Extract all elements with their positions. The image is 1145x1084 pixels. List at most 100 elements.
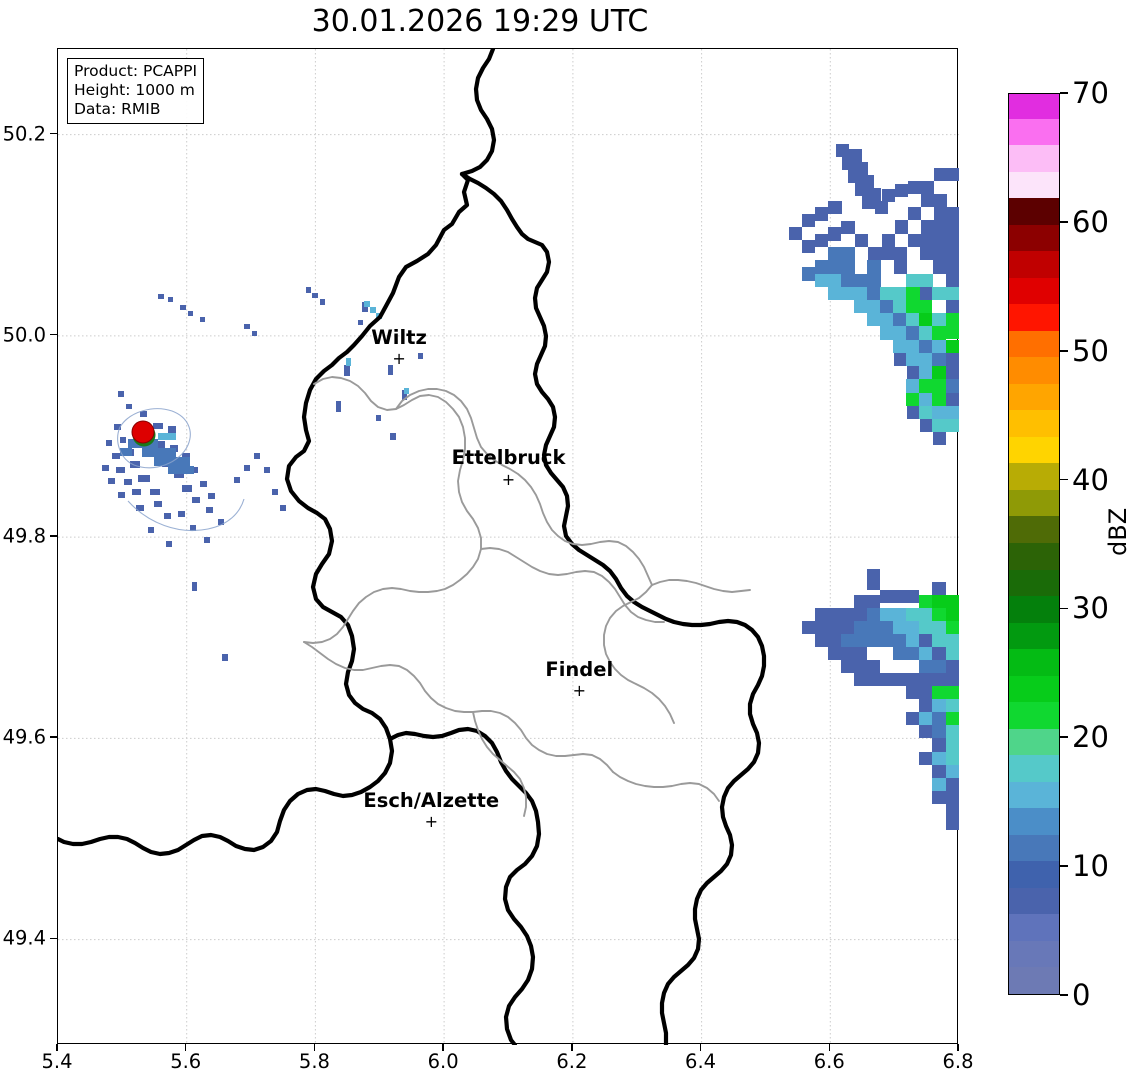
info-product: Product: PCAPPI [74,62,198,80]
x-tick-label: 6.8 [942,1050,974,1073]
y-tick-label: 49.6 [2,725,46,749]
x-tick-label: 5.6 [170,1050,202,1073]
colorbar-tick-mark [1060,221,1068,223]
colorbar-band [1009,914,1059,941]
national-border-east-moselle [459,171,767,1045]
colorbar-band [1009,277,1059,305]
colorbar-tick-label: 0 [1072,978,1091,1012]
city-name: Ettelbruck [451,446,566,470]
colorbar-tick-mark [1060,994,1068,996]
colorbar-band [1009,410,1059,437]
radar-site-marker [131,420,156,447]
colorbar-tick-mark [1060,349,1068,352]
colorbar-band [1009,967,1059,994]
x-tick-mark [828,1044,830,1051]
colorbar-band [1009,861,1059,888]
info-height: Height: 1000 m [74,80,195,99]
x-tick-label: 6.4 [685,1050,717,1073]
colorbar-band [1009,304,1059,331]
city-name: Wiltz [371,325,427,349]
district-boundaries [303,376,751,817]
x-tick-label: 6.0 [427,1050,459,1073]
colorbar-unit-label: dBZ [1104,507,1132,556]
page-title: 30.01.2026 19:29 UTC [311,4,649,39]
colorbar-band [1009,596,1059,623]
info-data: Data: RMIB [74,99,161,118]
national-border-south-east [387,726,542,1045]
colorbar-band [1009,330,1059,358]
x-tick-mark [957,1044,959,1051]
city-marker-plus: + [424,812,438,832]
colorbar-band [1009,887,1059,915]
colorbar-tick-label: 20 [1072,720,1109,755]
y-tick-mark [50,334,57,336]
colorbar-band [1009,808,1059,835]
y-tick-label: 49.8 [2,524,46,548]
colorbar-band [1009,224,1059,252]
colorbar-tick-mark [1060,865,1068,867]
colorbar-band [1009,675,1059,703]
y-tick-mark [50,937,57,940]
city-name: Findel [545,657,614,681]
colorbar-band [1009,145,1059,172]
colorbar-band [1009,834,1059,862]
colorbar-band [1009,569,1059,597]
x-tick-label: 6.2 [556,1050,588,1073]
x-tick-mark [571,1044,573,1051]
colorbar-band [1009,171,1059,199]
radar-echo-southeast [802,569,959,830]
y-tick-mark [50,736,57,738]
city-label-wiltz: Wiltz + [371,328,427,368]
colorbar-band [1009,702,1059,729]
x-tick-label: 5.8 [298,1050,330,1073]
colorbar-band [1009,622,1059,650]
colorbar-band [1009,649,1059,676]
x-tick-label: 6.6 [813,1050,845,1073]
radar-map-svg [58,49,959,1045]
map-gridlines [58,49,959,1045]
y-tick-label: 50.0 [2,323,46,347]
x-tick-mark [185,1044,187,1051]
city-label-ettelbruck: Ettelbruck + [452,448,566,488]
colorbar-band [1009,755,1059,782]
y-tick-label: 50.2 [2,122,46,145]
colorbar-tick-mark [1060,92,1068,94]
city-marker-plus: + [572,681,586,701]
colorbar-band [1009,516,1059,543]
colorbar-tick-label: 40 [1072,462,1109,497]
colorbar-gradient [1008,93,1060,995]
colorbar-band [1009,728,1059,756]
colorbar-band [1009,251,1059,278]
national-border-luxembourg [58,171,471,857]
x-tick-label: 5.4 [41,1050,73,1073]
colorbar-band [1009,781,1059,809]
city-marker-plus: + [501,469,516,489]
x-tick-mark [442,1044,444,1051]
colorbar-band [1009,94,1059,119]
y-tick-label: 49.4 [2,926,46,950]
x-tick-mark [313,1044,316,1051]
y-tick-mark [50,132,57,135]
colorbar-tick-mark [1060,736,1068,739]
x-tick-mark [56,1044,58,1051]
colorbar-band [1009,118,1059,146]
colorbar-tick-label: 50 [1072,333,1109,368]
x-tick-mark [699,1044,702,1051]
info-box: Product: PCAPPI Height: 1000 m Data: RMI… [67,58,205,124]
city-name: Esch/Alzette [363,788,500,812]
radar-echo-northeast [789,144,959,445]
colorbar-band [1009,198,1059,225]
colorbar-band [1009,489,1059,517]
colorbar-tick-label: 60 [1072,204,1109,239]
city-marker-plus: + [392,349,406,369]
colorbar-band [1009,543,1059,570]
colorbar: 70 60 50 40 30 20 10 0 [1008,76,1109,1012]
colorbar-tick-mark [1060,607,1068,610]
colorbar-band [1009,463,1059,490]
national-border-east [459,49,497,177]
radar-plot-area: Product: PCAPPI Height: 1000 m Data: RMI… [57,48,959,1045]
colorbar-tick-mark [1060,478,1068,481]
colorbar-tick-label: 30 [1072,591,1109,626]
city-label-esch-alzette: Esch/Alzette + [363,791,499,831]
radar-site-ring [117,408,245,532]
